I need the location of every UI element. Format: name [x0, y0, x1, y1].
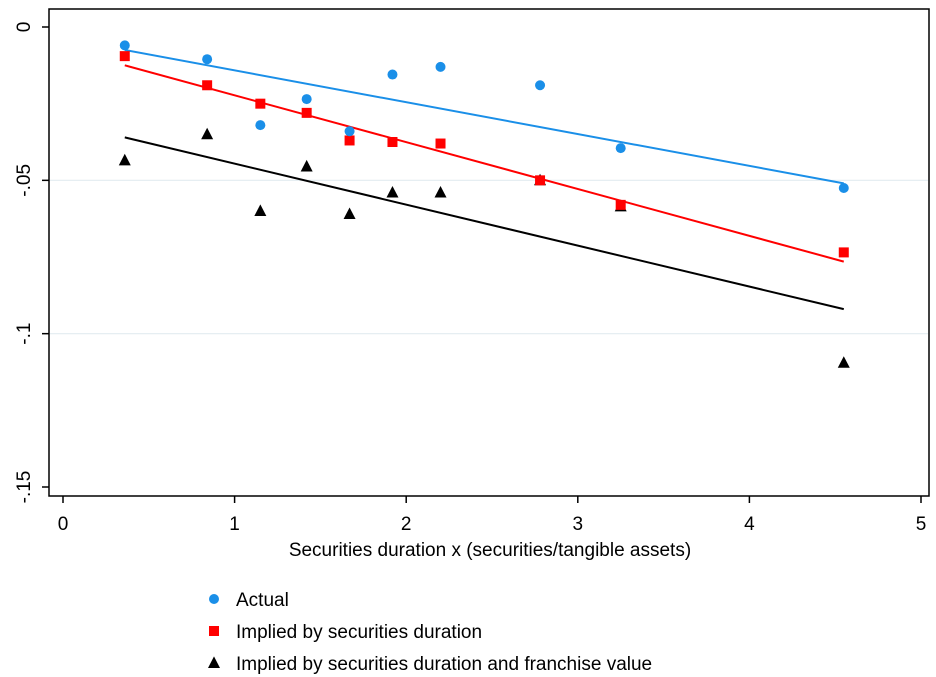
x-tick-label: 0: [58, 514, 69, 535]
point-series-2: [387, 137, 398, 147]
legend-label-series-3: Implied by securities duration and franc…: [236, 654, 652, 675]
point-series-3: [837, 356, 850, 368]
axes: 0 -.05 -.1 -.15 0 1 2 3 4 5: [14, 22, 926, 535]
point-series-3: [434, 186, 447, 198]
x-tick-label: 2: [401, 514, 412, 535]
point-series-1: [344, 126, 355, 137]
point-series-2: [615, 199, 626, 210]
legend-label-series-2: Implied by securities duration: [236, 622, 482, 643]
point-series-2: [119, 51, 130, 62]
plot-area: [48, 8, 930, 497]
point-series-1: [301, 94, 312, 105]
point-series-3: [118, 153, 131, 166]
legend-label-series-1: Actual: [236, 590, 289, 611]
point-series-2: [435, 138, 446, 149]
point-series-1: [119, 40, 130, 51]
x-tick-label: 3: [573, 514, 584, 535]
point-series-2: [202, 80, 213, 91]
data-points: [118, 40, 850, 368]
point-series-1: [435, 61, 446, 72]
y-tick-label: 0: [14, 22, 35, 33]
point-series-1: [838, 183, 849, 193]
point-series-2: [301, 107, 312, 118]
fit-lines: [124, 49, 845, 311]
point-series-2: [344, 135, 355, 146]
y-tick-label: -.15: [14, 471, 35, 504]
legend-marker-series-3: [208, 656, 220, 668]
fit-line-series-1: [124, 49, 844, 185]
legend-marker-series-2: [209, 626, 219, 636]
x-axis-title: Securities duration x (securities/tangib…: [289, 540, 691, 561]
point-series-3: [343, 207, 356, 220]
point-series-3: [254, 204, 267, 216]
y-tick-label: -.05: [14, 164, 35, 197]
point-series-3: [201, 127, 214, 140]
point-series-2: [535, 175, 546, 186]
point-series-3: [300, 159, 313, 172]
fit-line-series-3: [124, 136, 845, 311]
point-series-1: [615, 143, 626, 154]
x-tick-label: 1: [229, 514, 240, 535]
fit-line-series-2: [124, 64, 845, 263]
x-tick-label: 4: [744, 514, 755, 535]
point-series-1: [535, 80, 546, 91]
x-tick-label: 5: [916, 514, 927, 535]
grid: [50, 179, 928, 335]
legend: Actual Implied by securities duration Impl…: [208, 590, 652, 675]
point-series-1: [387, 69, 398, 80]
point-series-1: [255, 120, 266, 131]
point-series-2: [255, 98, 266, 109]
y-tick-label: -.1: [14, 323, 35, 345]
point-series-3: [386, 186, 399, 198]
point-series-1: [202, 54, 213, 65]
point-series-2: [838, 247, 849, 258]
legend-marker-series-1: [209, 594, 219, 604]
